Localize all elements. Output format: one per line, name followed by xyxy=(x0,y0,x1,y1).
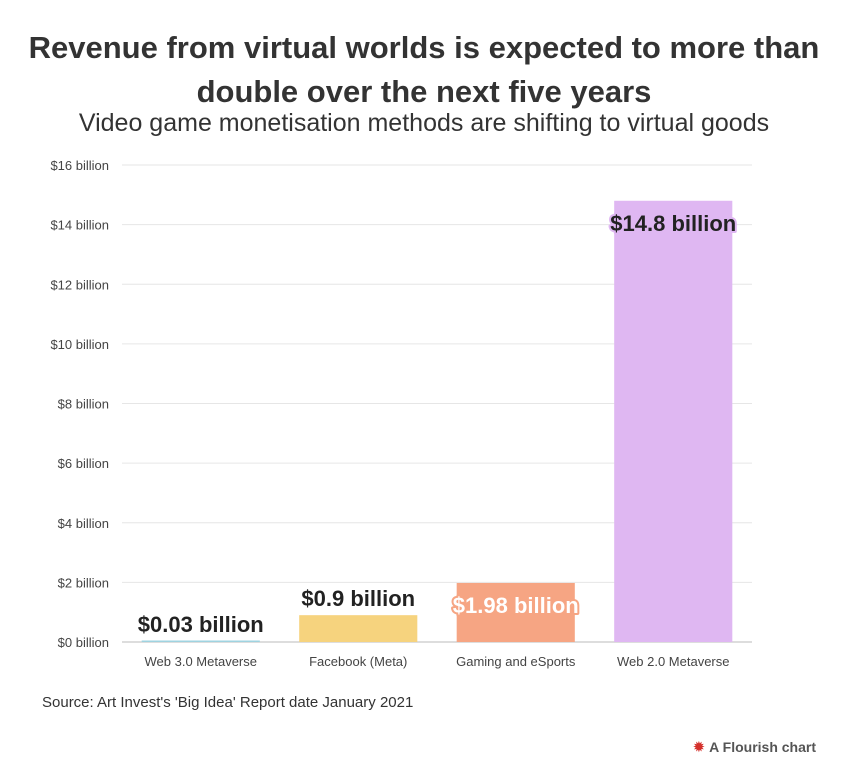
chart-title: Revenue from virtual worlds is expected … xyxy=(28,30,820,109)
y-tick-label: $8 billion xyxy=(58,397,109,412)
y-tick-label: $16 billion xyxy=(50,158,109,173)
y-tick-label: $0 billion xyxy=(58,635,109,650)
gridlines xyxy=(122,164,752,643)
data-labels: $0.03 billion $0.9 billion $1.98 billion $1… xyxy=(136,209,738,639)
flourish-credit-label: A Flourish chart xyxy=(709,739,816,755)
source-note: Source: Art Invest's 'Big Idea' Report d… xyxy=(42,694,414,711)
x-tick-label: Gaming and eSports xyxy=(456,654,576,669)
y-tick-label: $6 billion xyxy=(58,456,109,471)
bar-value-label: $1.98 billion xyxy=(453,593,579,618)
x-tick-label: Web 2.0 Metaverse xyxy=(617,654,729,669)
y-tick-label: $14 billion xyxy=(50,218,109,233)
bar-value-label: $0.03 billion xyxy=(138,612,264,637)
bar-value-label: $0.9 billion xyxy=(301,586,415,611)
flourish-credit-link[interactable]: ✹ A Flourish chart xyxy=(693,738,816,756)
bar xyxy=(299,615,418,642)
x-axis-ticks: Web 3.0 Metaverse Facebook (Meta) Gaming a… xyxy=(145,654,730,669)
bar xyxy=(456,582,575,642)
bar-chart: $0 billion $2 billion $4 billion $6 billion… xyxy=(50,158,752,669)
y-tick-label: $4 billion xyxy=(58,516,109,531)
bar-value-label: $14.8 billion xyxy=(610,211,736,236)
y-axis-ticks: $0 billion $2 billion $4 billion $6 billion… xyxy=(50,158,109,650)
y-tick-label: $12 billion xyxy=(50,277,109,292)
x-tick-label: Web 3.0 Metaverse xyxy=(145,654,257,669)
x-tick-label: Facebook (Meta) xyxy=(309,654,407,669)
bar xyxy=(614,200,733,642)
flourish-star-icon: ✹ xyxy=(692,739,706,756)
bars xyxy=(141,200,733,642)
chart-subtitle: Video game monetisation methods are shif… xyxy=(78,109,770,137)
bar xyxy=(141,640,260,642)
y-tick-label: $10 billion xyxy=(50,337,109,352)
y-tick-label: $2 billion xyxy=(58,575,109,590)
